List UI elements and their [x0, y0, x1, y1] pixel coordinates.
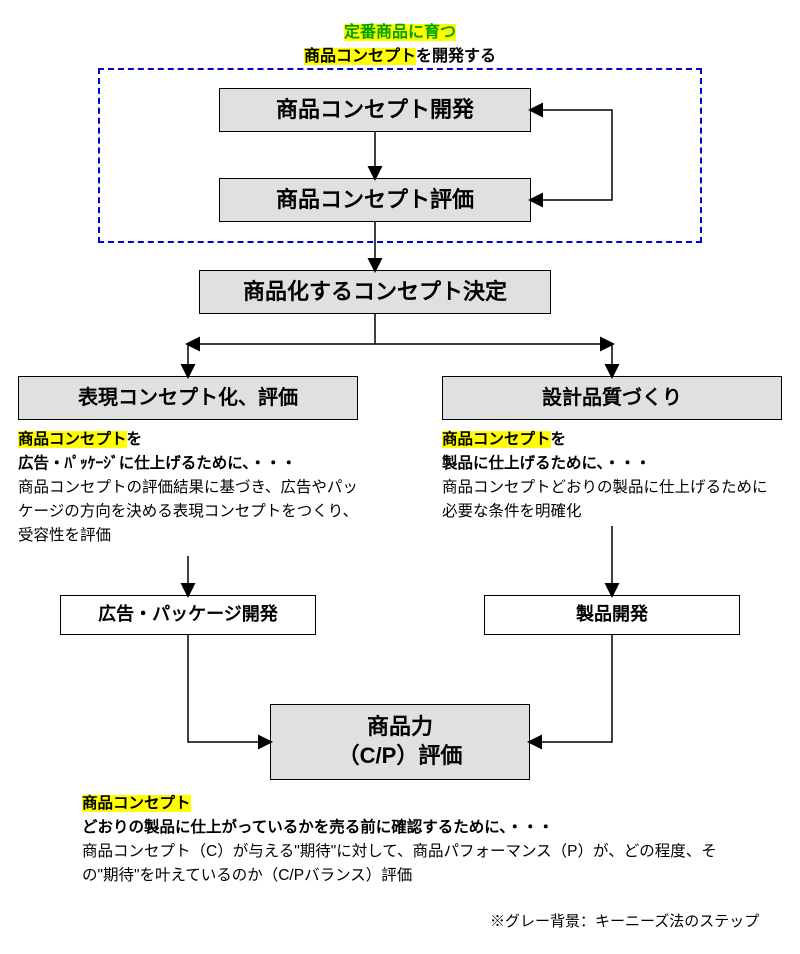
header-line2-rest: を開発する — [416, 48, 496, 65]
n6-to-n8 — [188, 635, 270, 742]
node-product-dev: 製品開発 — [484, 595, 740, 635]
node-design-quality: 設計品質づくり — [442, 376, 782, 420]
node-ad-package-dev: 広告・パッケージ開発 — [60, 595, 316, 635]
header-line1: 定番商品に育つ — [344, 24, 456, 41]
desc-bottom: 商品コンセプト どおりの製品に仕上がっているかを売る前に確認するために、・・・ … — [82, 792, 722, 888]
n7-to-n8 — [530, 635, 612, 742]
node-cp-eval: 商品力 （C/P）評価 — [270, 704, 530, 780]
node-concept-decision: 商品化するコンセプト決定 — [199, 270, 551, 314]
node-concept-eval: 商品コンセプト評価 — [219, 178, 531, 222]
node-expression-eval: 表現コンセプト化、評価 — [18, 376, 358, 420]
footnote: ※グレー背景：キーニーズ法のステップ — [490, 910, 759, 931]
desc-left: 商品コンセプトを 広告・ﾊﾟｯｹｰｼﾞに仕上げるために、・・・ 商品コンセプトの… — [18, 428, 368, 548]
desc-right: 商品コンセプトを 製品に仕上げるために、・・・ 商品コンセプトどおりの製品に仕上… — [442, 428, 782, 524]
diagram-header: 定番商品に育つ 商品コンセプトを開発する — [0, 18, 800, 66]
header-line2-hl: 商品コンセプト — [304, 48, 416, 65]
node-concept-dev: 商品コンセプト開発 — [219, 88, 531, 132]
